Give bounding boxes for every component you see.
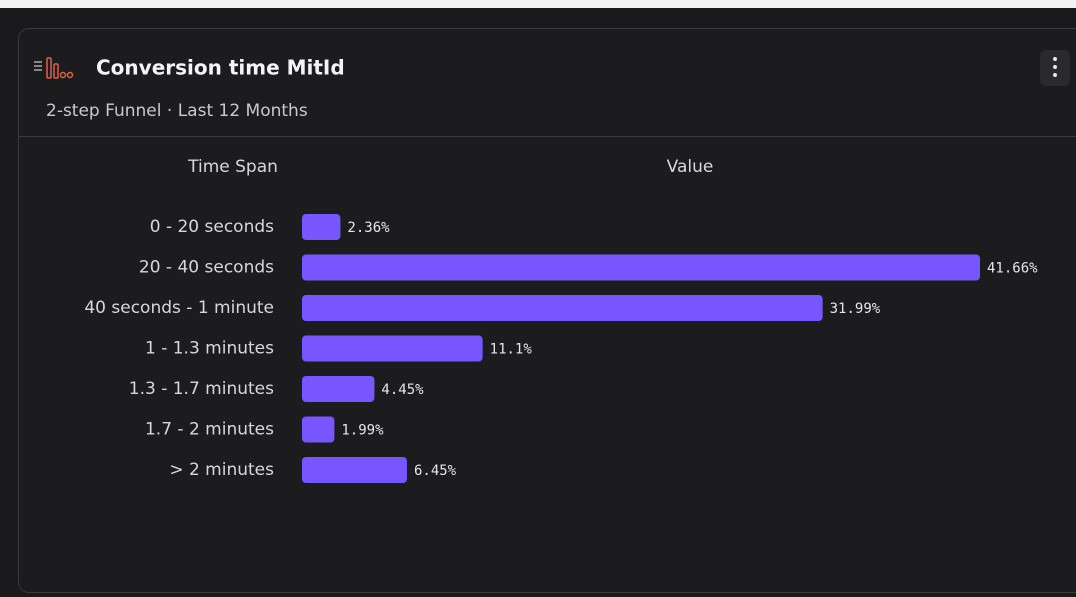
category-label: 40 seconds - 1 minute	[84, 298, 274, 318]
bar	[302, 335, 483, 362]
value-label: 11.1%	[490, 342, 533, 358]
card-subtitle: 2-step Funnel · Last 12 Months	[46, 101, 308, 121]
category-label: > 2 minutes	[169, 460, 274, 480]
column-header: Value	[667, 157, 714, 177]
kebab-menu[interactable]	[1040, 50, 1070, 86]
value-label: 31.99%	[830, 301, 881, 317]
category-label: 1.7 - 2 minutes	[145, 420, 274, 440]
value-label: 6.45%	[414, 463, 457, 479]
category-label: 1 - 1.3 minutes	[145, 339, 274, 359]
value-label: 41.66%	[987, 261, 1038, 277]
bar	[302, 457, 407, 483]
bar	[302, 416, 335, 443]
bar	[302, 214, 341, 240]
card-title: Conversion time MitId	[96, 56, 345, 80]
category-label: 1.3 - 1.7 minutes	[129, 379, 274, 399]
value-label: 1.99%	[341, 423, 384, 439]
category-label: 20 - 40 seconds	[139, 258, 274, 278]
bar	[302, 376, 375, 402]
value-label: 4.45%	[381, 382, 424, 398]
bar	[302, 295, 823, 321]
value-label: 2.36%	[347, 220, 390, 236]
category-label: 0 - 20 seconds	[150, 217, 274, 237]
menu-icon	[34, 61, 42, 71]
chart-icon	[46, 57, 74, 79]
column-header: Time Span	[187, 157, 278, 177]
bar	[302, 254, 980, 281]
